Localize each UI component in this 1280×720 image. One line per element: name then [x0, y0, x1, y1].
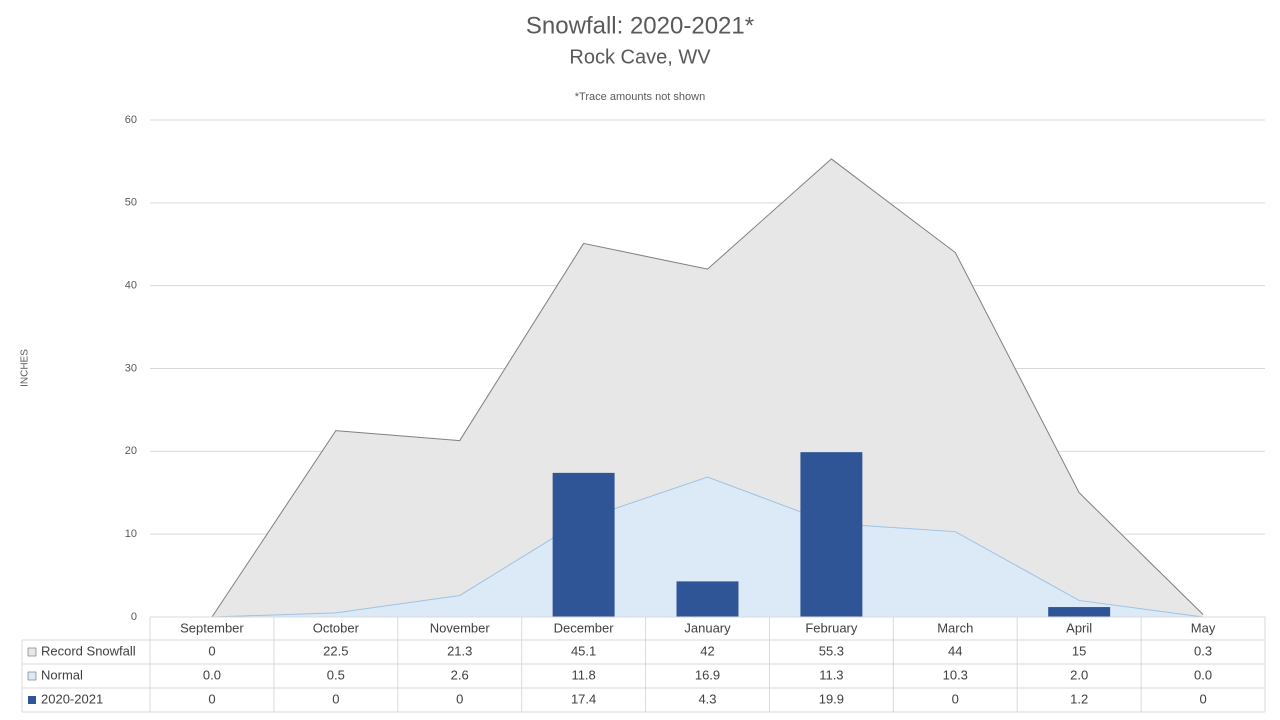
table-value: 1.2 [1070, 691, 1088, 706]
y-tick-label: 30 [125, 362, 137, 374]
y-tick-label: 0 [131, 611, 137, 623]
table-value: 2.6 [451, 667, 469, 682]
y-tick-label: 60 [125, 114, 137, 126]
y-axis-label: INCHES [20, 349, 31, 387]
table-value: 42 [700, 643, 714, 658]
table-value: 15 [1072, 643, 1086, 658]
area-fill [211, 477, 1204, 617]
legend-label: Record Snowfall [41, 643, 136, 658]
y-tick-label: 40 [125, 280, 137, 292]
legend-key [28, 696, 36, 704]
table-value: 0 [456, 691, 463, 706]
x-tick-label: April [1066, 620, 1092, 635]
x-tick-label: January [684, 620, 731, 635]
table-value: 0 [208, 643, 215, 658]
table-value: 11.8 [571, 667, 595, 682]
bar [1048, 607, 1111, 617]
chart-note: *Trace amounts not shown [575, 91, 705, 103]
bar [800, 452, 863, 617]
y-tick-label: 10 [125, 528, 137, 540]
table-value: 0.5 [327, 667, 345, 682]
table-value: 17.4 [571, 691, 596, 706]
chart-subtitle: Rock Cave, WV [569, 46, 711, 68]
x-tick-label: March [937, 620, 973, 635]
table-value: 11.3 [819, 667, 843, 682]
table-value: 0.0 [1194, 667, 1212, 682]
table-value: 2.0 [1070, 667, 1088, 682]
area-line [211, 476, 1204, 618]
table-value: 0 [1199, 691, 1206, 706]
chart-title: Snowfall: 2020-2021* [526, 12, 754, 39]
y-tick-label: 20 [125, 445, 137, 457]
legend-key [27, 647, 37, 657]
legend-label: Normal [41, 667, 83, 682]
table-value: 55.3 [819, 643, 844, 658]
table-value: 19.9 [819, 691, 844, 706]
table-value: 22.5 [323, 643, 348, 658]
table-value: 45.1 [571, 643, 596, 658]
x-tick-label: February [805, 620, 858, 635]
table-value: 0 [332, 691, 339, 706]
table-value: 0.3 [1194, 643, 1212, 658]
x-tick-label: October [313, 620, 360, 635]
area-fill [211, 158, 1204, 617]
bar [676, 581, 739, 617]
x-tick-label: September [180, 620, 244, 635]
table-value: 0.0 [203, 667, 221, 682]
x-tick-label: May [1191, 620, 1216, 635]
bar [552, 472, 615, 617]
table-value: 16.9 [695, 667, 720, 682]
x-tick-label: November [430, 620, 491, 635]
table-value: 4.3 [698, 691, 716, 706]
table-value: 0 [952, 691, 959, 706]
x-tick-label: December [554, 620, 615, 635]
legend-key [27, 671, 37, 681]
table-value: 0 [208, 691, 215, 706]
table-value: 21.3 [447, 643, 472, 658]
table-value: 10.3 [943, 667, 968, 682]
legend-label: 2020-2021 [41, 691, 103, 706]
y-tick-label: 50 [125, 197, 137, 209]
table-value: 44 [948, 643, 962, 658]
area-line [211, 158, 1204, 618]
